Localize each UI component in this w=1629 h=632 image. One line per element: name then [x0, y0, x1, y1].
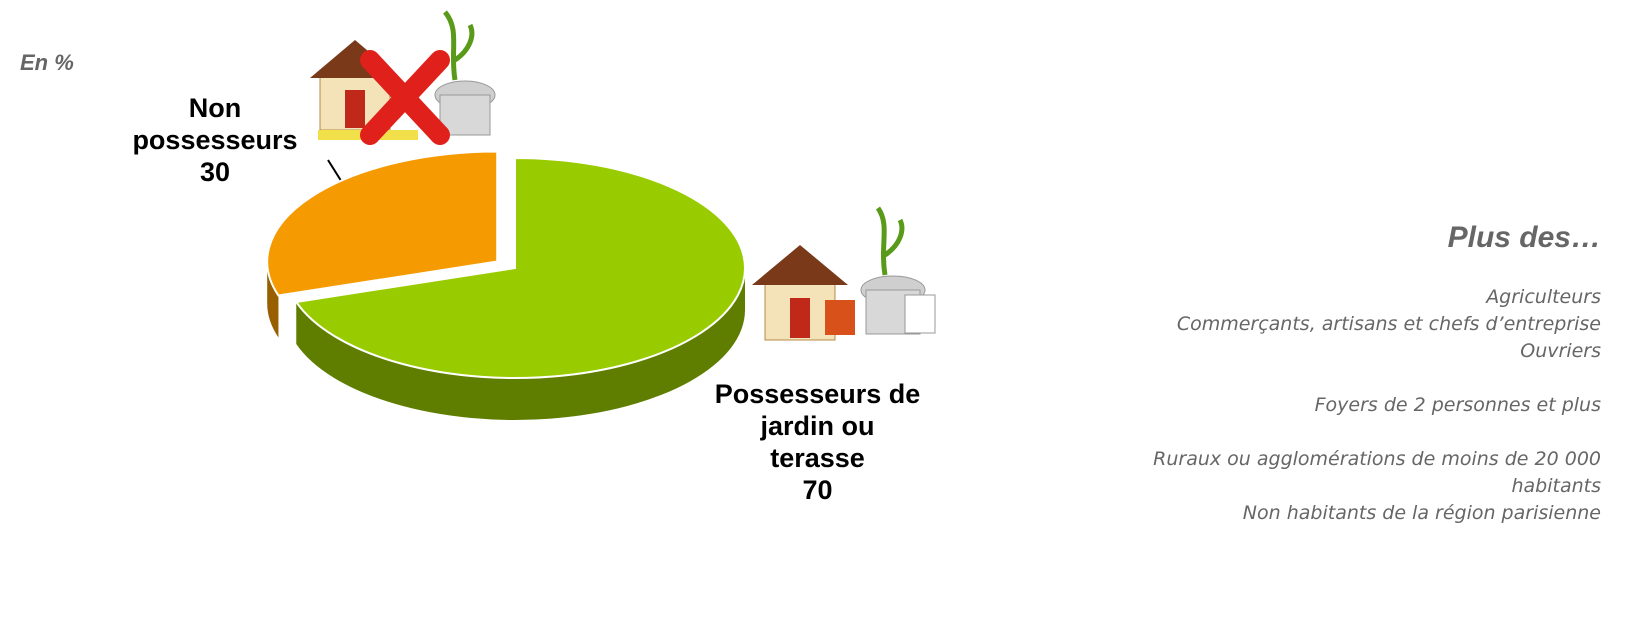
icon-garden	[752, 206, 936, 341]
panel-group: Agriculteurs Commerçants, artisans et che…	[1121, 284, 1601, 365]
slice	[294, 156, 746, 379]
pie	[266, 150, 746, 420]
panel-group: Ruraux ou agglomérations de moins de 20 …	[1121, 446, 1601, 527]
panel-line: Ruraux ou agglomérations de moins de 20 …	[1153, 448, 1601, 497]
slice-name: Possesseurs de jardin ou terasse	[714, 379, 921, 473]
icon-no-garden	[310, 10, 496, 145]
panel-line: Foyers de 2 personnes et plus	[1314, 394, 1601, 416]
side-panel: Plus des… Agriculteurs Commerçants, artis…	[1121, 218, 1601, 554]
panel-group: Foyers de 2 personnes et plus	[1121, 392, 1601, 419]
slice-name: Non possesseurs	[132, 93, 298, 155]
panel-line: Commerçants, artisans et chefs d’entrepr…	[1176, 313, 1601, 335]
slice	[266, 150, 499, 297]
panel-line: Ouvriers	[1520, 340, 1601, 362]
slice-label: Non possesseurs 30	[110, 92, 320, 188]
unit-label: En %	[20, 50, 74, 75]
slice-value: 70	[802, 475, 833, 505]
panel-line: Agriculteurs	[1486, 286, 1601, 308]
slice-side	[296, 268, 745, 420]
slice-label: Possesseurs de jardin ou terasse 70	[710, 378, 925, 506]
panel-heading: Plus des…	[1447, 221, 1601, 254]
panel-line: Non habitants de la région parisienne	[1242, 502, 1601, 524]
slice-value: 30	[199, 157, 231, 187]
